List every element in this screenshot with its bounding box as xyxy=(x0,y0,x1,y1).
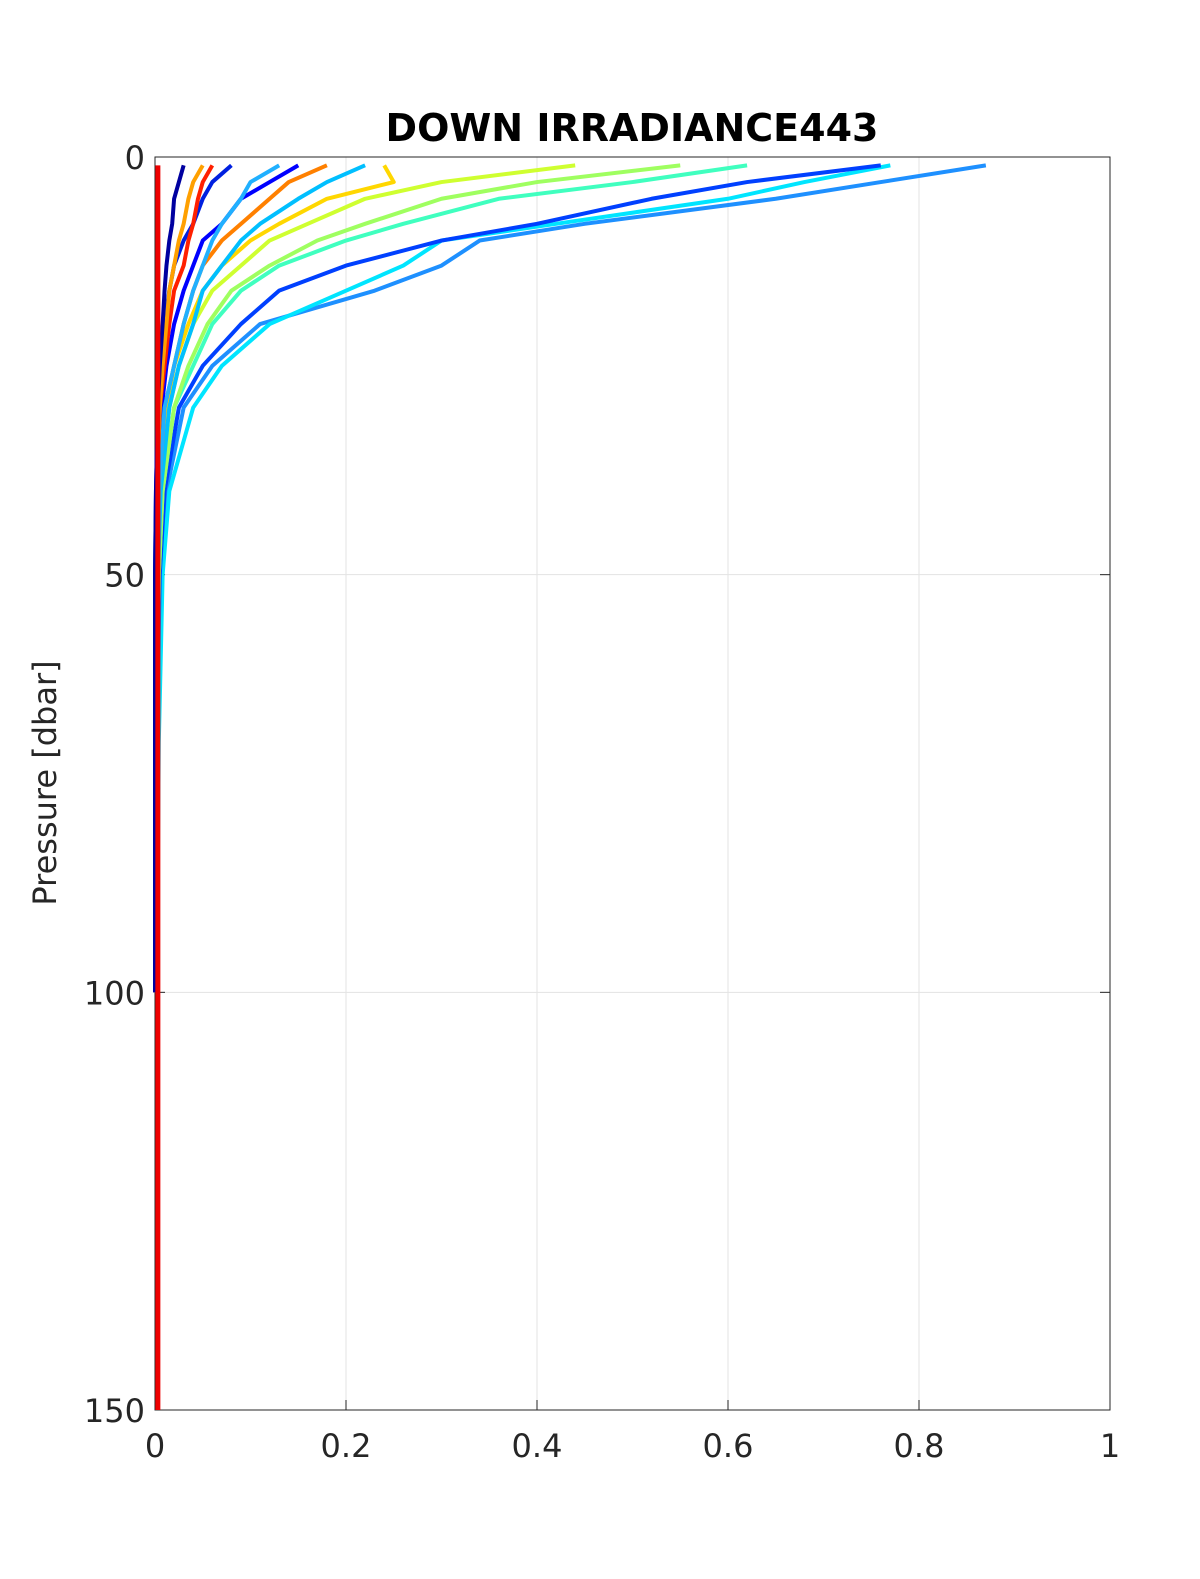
y-tick-label: 100 xyxy=(84,974,145,1012)
x-tick-label: 0.4 xyxy=(512,1427,563,1465)
y-tick-label: 50 xyxy=(104,557,145,595)
chart-title: DOWN IRRADIANCE443 xyxy=(386,106,879,150)
y-tick-label: 0 xyxy=(125,139,145,177)
x-tick-label: 1 xyxy=(1100,1427,1120,1465)
x-tick-label: 0.8 xyxy=(894,1427,945,1465)
y-axis-label: Pressure [dbar] xyxy=(26,660,64,905)
y-tick-label: 150 xyxy=(84,1392,145,1430)
x-tick-label: 0.2 xyxy=(321,1427,372,1465)
x-tick-label: 0 xyxy=(145,1427,165,1465)
x-tick-label: 0.6 xyxy=(703,1427,754,1465)
profile-line xyxy=(153,164,186,993)
profile-line xyxy=(154,163,891,993)
